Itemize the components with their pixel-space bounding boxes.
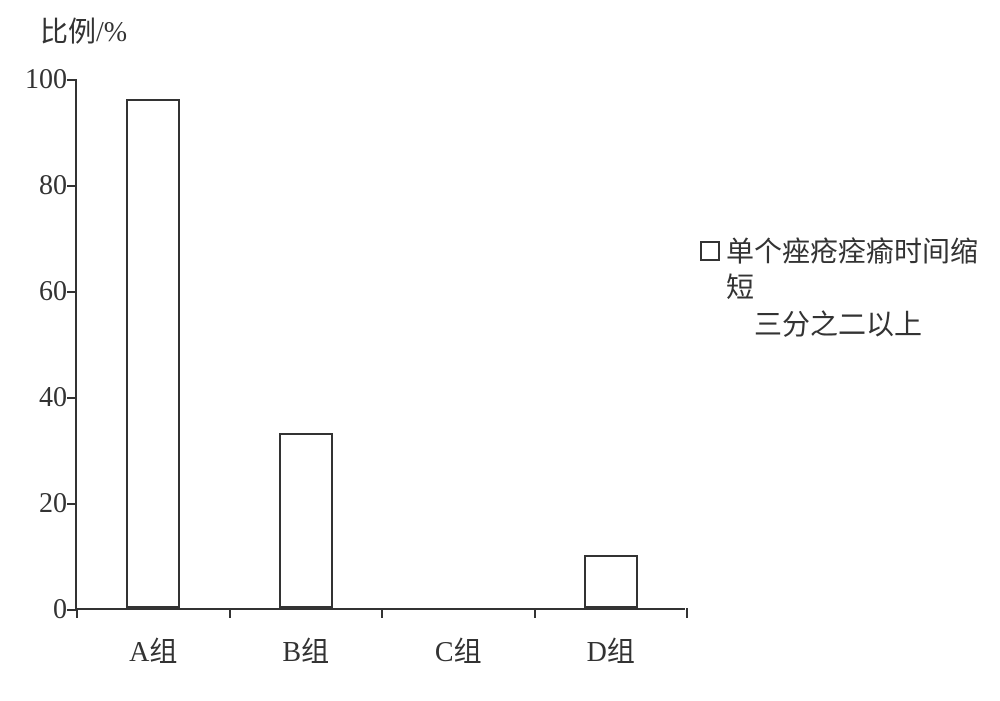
y-tick-mark <box>67 291 77 293</box>
bar <box>126 99 180 608</box>
plot-area: 020406080100A组B组C组D组 <box>75 80 685 610</box>
y-tick-label: 40 <box>39 382 67 414</box>
x-category-label: D组 <box>587 630 635 670</box>
x-category-label: C组 <box>435 630 482 670</box>
y-tick-label: 60 <box>39 276 67 308</box>
y-tick-mark <box>67 397 77 399</box>
y-tick-label: 0 <box>53 594 67 626</box>
y-tick-mark <box>67 79 77 81</box>
legend-label: 单个痤疮痊瘉时间缩短三分之二以上 <box>726 235 1000 344</box>
y-tick-label: 20 <box>39 488 67 520</box>
x-tick-mark <box>229 608 231 618</box>
y-tick-mark <box>67 503 77 505</box>
chart-container: 比例/% 020406080100A组B组C组D组 单个痤疮痊瘉时间缩短三分之二… <box>0 0 1000 701</box>
y-axis-title: 比例/% <box>40 10 127 50</box>
legend-text-line: 三分之二以上 <box>726 308 1000 344</box>
legend-swatch <box>700 241 720 261</box>
bar <box>584 555 638 608</box>
y-tick-label: 80 <box>39 170 67 202</box>
x-tick-mark <box>534 608 536 618</box>
y-tick-mark <box>67 185 77 187</box>
x-tick-mark <box>76 608 78 618</box>
x-tick-mark <box>686 608 688 618</box>
x-category-label: B组 <box>282 630 329 670</box>
x-tick-mark <box>381 608 383 618</box>
bar <box>279 433 333 608</box>
legend-text-line: 单个痤疮痊瘉时间缩短 <box>726 235 1000 308</box>
legend: 单个痤疮痊瘉时间缩短三分之二以上 <box>700 235 1000 344</box>
x-category-label: A组 <box>129 630 177 670</box>
y-tick-label: 100 <box>25 64 67 96</box>
